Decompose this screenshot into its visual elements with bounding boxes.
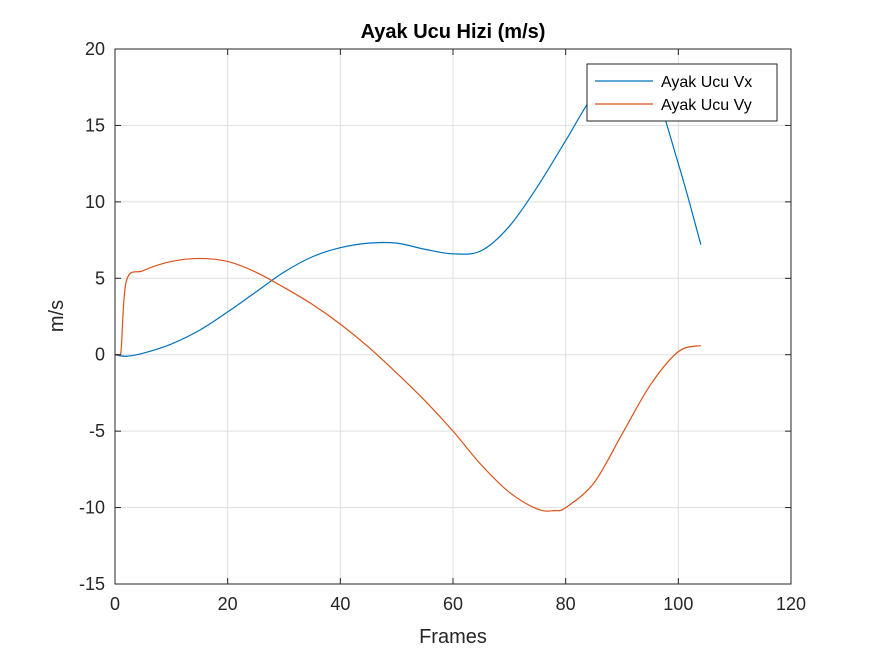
- x-tick-label-6: 120: [776, 594, 806, 614]
- x-tick-label-1: 20: [218, 594, 238, 614]
- axis-ticks: 0 20 40 60 80 100 120 -15 -10 -5 0 5 10 15 20: [79, 39, 806, 614]
- y-tick-label-5: 10: [85, 192, 105, 212]
- x-tick-label-3: 60: [443, 594, 463, 614]
- legend-label-1: Ayak Ucu Vx: [661, 74, 752, 91]
- x-tick-label-0: 0: [110, 594, 120, 614]
- y-tick-label-6: 15: [85, 115, 105, 135]
- y-tick-label-0: -15: [79, 574, 105, 594]
- y-tick-label-4: 5: [95, 268, 105, 288]
- legend-box: [586, 63, 778, 122]
- chart-title: Ayak Ucu Hizi (m/s): [361, 21, 546, 43]
- y-tick-label-2: -5: [89, 421, 105, 441]
- y-tick-label-3: 0: [95, 345, 105, 365]
- y-axis-title: m/s: [46, 300, 68, 332]
- series-line-2: [115, 257, 702, 512]
- x-axis-title: Frames: [419, 626, 487, 648]
- y-tick-label-1: -10: [79, 498, 105, 518]
- x-tick-label-5: 100: [663, 594, 693, 614]
- legend-label-2: Ayak Ucu Vy: [661, 97, 752, 114]
- x-tick-label-4: 80: [556, 594, 576, 614]
- y-tick-label-7: 20: [85, 39, 105, 59]
- legend: Ayak Ucu Vx Ayak Ucu Vy: [586, 63, 778, 122]
- x-tick-label-2: 40: [330, 594, 350, 614]
